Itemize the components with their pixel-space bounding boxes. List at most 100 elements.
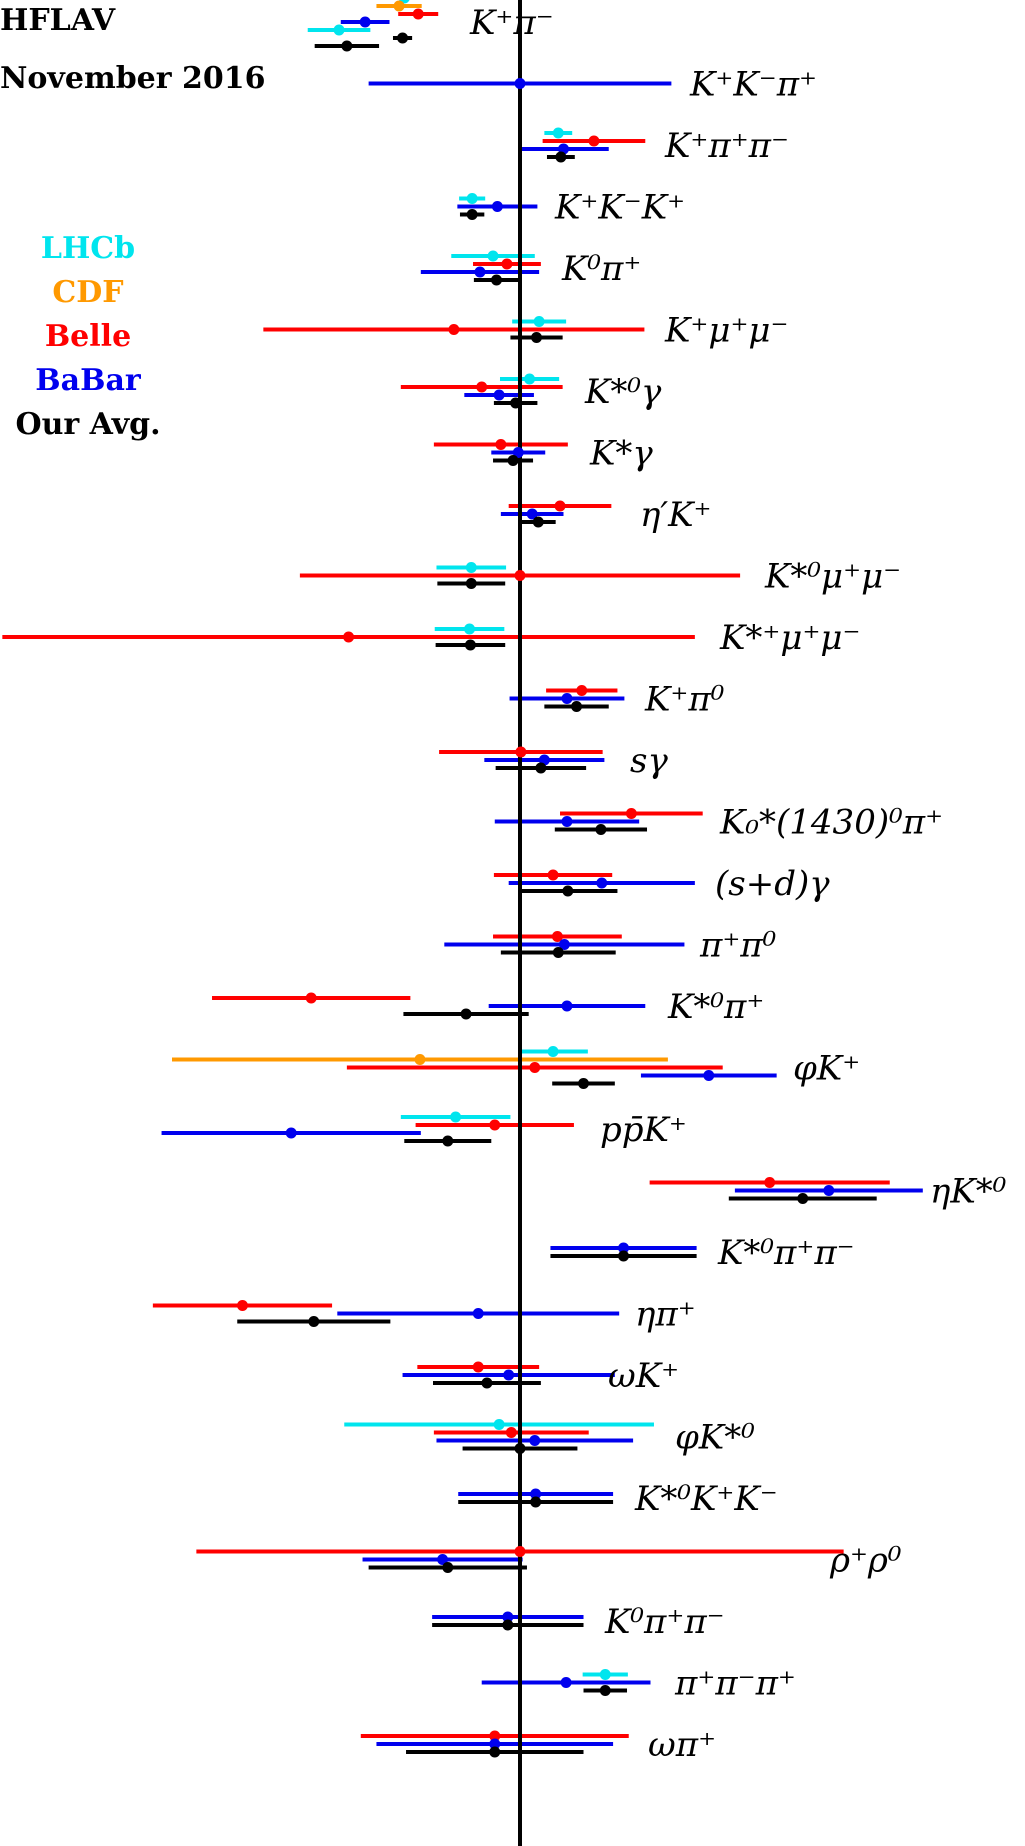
data-point (489, 1730, 501, 1742)
legend-item: Our Avg. (15, 407, 160, 442)
mode-label: K⁰π⁺π⁻ (604, 1602, 725, 1642)
data-point (308, 1316, 320, 1327)
data-point (555, 151, 567, 163)
data-point (529, 1435, 541, 1446)
data-point (414, 1054, 426, 1065)
data-point (393, 0, 405, 12)
data-point (530, 1488, 542, 1500)
data-point (359, 16, 371, 28)
mode-label: K*⁰γ (584, 372, 662, 412)
data-point (576, 685, 588, 696)
data-point (561, 693, 573, 704)
data-point (397, 32, 409, 44)
legend-item: CDF (52, 275, 123, 310)
data-point (530, 1496, 542, 1508)
data-point (465, 578, 477, 589)
data-point (599, 1669, 611, 1680)
mode-label: K⁰π⁺ (561, 249, 641, 289)
data-point (236, 1300, 248, 1311)
mode-label: sγ (630, 741, 668, 781)
data-point (464, 623, 476, 635)
data-point (472, 1361, 484, 1373)
mode-label: ωπ⁺ (648, 1725, 716, 1765)
data-point (450, 1111, 462, 1123)
data-point (823, 1185, 835, 1196)
data-point (466, 193, 478, 204)
data-point (507, 455, 519, 466)
data-point (571, 701, 583, 712)
legend-item: Belle (45, 319, 131, 354)
data-point (596, 877, 608, 889)
data-point (437, 1554, 449, 1565)
data-point (514, 1443, 526, 1454)
data-point (558, 939, 570, 950)
data-point (442, 1562, 454, 1573)
data-point (333, 24, 345, 36)
data-point (502, 1611, 514, 1623)
mode-label: K₀*(1430)⁰π⁺ (719, 803, 943, 843)
mode-label: K⁺μ⁺μ⁻ (664, 311, 788, 351)
mode-label: φK*⁰ (675, 1418, 755, 1458)
data-point (489, 1738, 501, 1750)
data-point (560, 1677, 572, 1688)
mode-label: ηπ⁺ (635, 1295, 696, 1335)
data-point (489, 1746, 501, 1758)
data-point (442, 1135, 454, 1147)
mode-label: pp̄K⁺ (600, 1110, 687, 1150)
data-point (515, 746, 527, 758)
data-point (493, 389, 505, 401)
mode-label: (s+d)γ (715, 864, 830, 904)
data-point (505, 1427, 517, 1438)
data-point (526, 508, 538, 520)
data-point (535, 762, 547, 774)
legend: LHCb CDF Belle BaBar Our Avg. (15, 231, 160, 442)
data-point (460, 1008, 472, 1020)
data-point (532, 516, 544, 528)
mode-labels-layer: K⁺π⁻ K⁺K⁻π⁺ K⁺π⁺π⁻ K⁺K⁻K⁺ K⁰π⁺ K⁺μ⁺μ⁻K*⁰γ K*γ η… (469, 3, 1007, 1765)
data-point (472, 1308, 484, 1319)
data-point (465, 562, 477, 573)
mode-label: K⁺K⁻K⁺ (554, 188, 685, 228)
data-point (578, 1078, 590, 1089)
data-point (529, 1062, 541, 1073)
data-point (551, 931, 563, 942)
data-point (797, 1193, 809, 1204)
data-point (464, 639, 476, 651)
data-point (599, 1685, 611, 1696)
data-point (481, 1377, 493, 1389)
data-point (341, 40, 353, 52)
mode-label: K*⁰π⁺π⁻ (717, 1233, 855, 1273)
data-point (503, 1369, 515, 1381)
mode-label: φK⁺ (793, 1049, 860, 1089)
data-point (501, 258, 513, 270)
mode-label: K⁺π⁰ (644, 680, 725, 720)
mode-label: π⁺π⁰ (699, 926, 777, 966)
data-point (552, 127, 564, 139)
data-point (489, 1119, 501, 1131)
mode-label: ωK⁺ (608, 1356, 679, 1396)
mode-label: K*⁰μ⁺μ⁻ (764, 557, 901, 597)
data-point (561, 816, 573, 827)
mode-label: K⁺π⁺π⁻ (664, 126, 789, 166)
data-point (491, 201, 503, 212)
data-point (595, 824, 607, 835)
legend-item: BaBar (35, 363, 142, 398)
data-point (510, 397, 522, 409)
data-point (764, 1177, 776, 1188)
data-point (618, 1242, 630, 1254)
data-point (531, 332, 543, 343)
legend-item: LHCb (41, 231, 135, 266)
data-point (547, 869, 559, 881)
data-point (343, 631, 355, 643)
data-point (502, 1619, 514, 1631)
data-point (625, 808, 637, 819)
data-point (285, 1127, 297, 1139)
points-layer (236, 0, 835, 1758)
mode-label: K*⁰π⁺ (667, 987, 764, 1027)
data-point (618, 1250, 630, 1262)
data-point (547, 1046, 559, 1057)
data-point (412, 8, 424, 20)
data-point (514, 78, 526, 89)
data-point (491, 274, 503, 286)
